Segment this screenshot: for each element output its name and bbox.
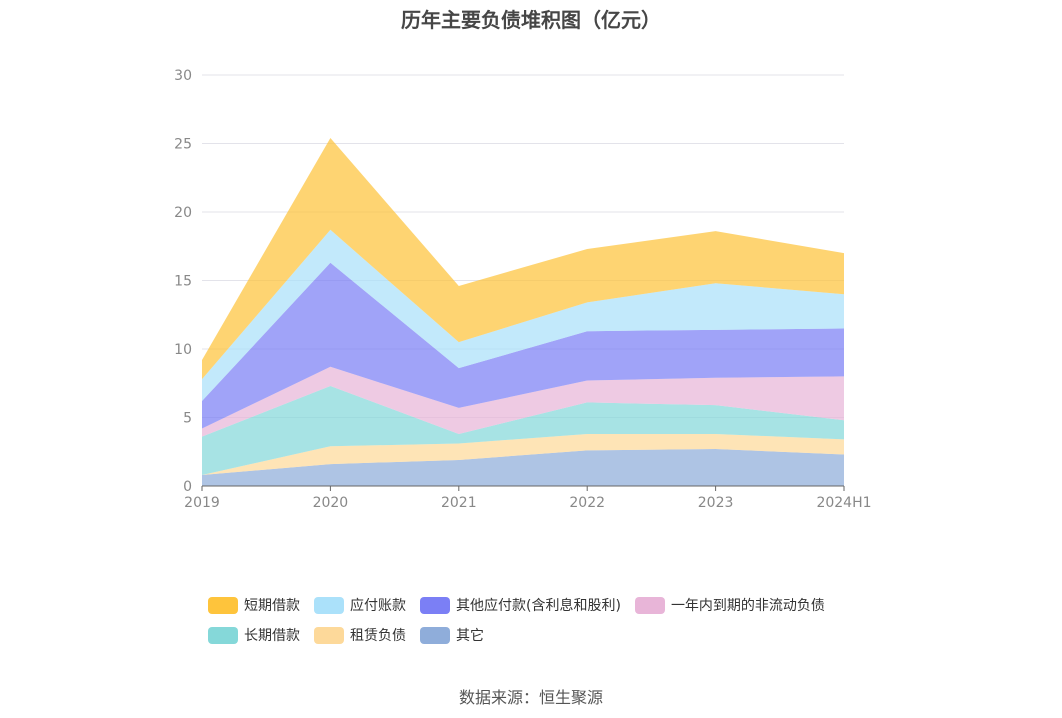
legend-item[interactable]: 租赁负债 [314, 625, 406, 645]
legend-label: 一年内到期的非流动负债 [670, 598, 825, 614]
legend-swatch [314, 626, 344, 644]
y-tick-label: 15 [174, 274, 192, 290]
legend-item[interactable]: 其他应付款(含利息和股利) [420, 595, 621, 615]
x-tick-label: 2024H1 [816, 495, 871, 511]
y-tick-label: 5 [183, 411, 192, 427]
legend-label: 租赁负债 [350, 628, 406, 644]
legend-swatch [634, 596, 665, 614]
legend: 短期借款 应付账款 其他应付款(含利息和股利) 一年内到期的非流动负债 长期借款 租赁负… [208, 590, 908, 650]
area-series [202, 138, 844, 380]
legend-item[interactable]: 其它 [420, 625, 484, 645]
legend-item[interactable]: 长期借款 [208, 625, 300, 645]
legend-item[interactable]: 短期借款 [208, 595, 300, 615]
legend-swatch [208, 626, 238, 644]
y-tick-label: 20 [174, 205, 192, 221]
area-series [202, 433, 844, 476]
area-series [202, 385, 844, 476]
legend-row: 短期借款 应付账款 其他应付款(含利息和股利) 一年内到期的非流动负债 [208, 590, 908, 620]
chart-title: 历年主要负债堆积图（亿元） [401, 8, 661, 32]
y-tick-label: 25 [174, 137, 192, 153]
data-source: 数据来源：恒生聚源 [458, 688, 603, 707]
x-tick-label: 2022 [569, 495, 605, 511]
area-series [202, 262, 844, 429]
legend-item[interactable]: 应付账款 [314, 595, 406, 615]
legend-label: 其它 [456, 628, 484, 644]
area-series [202, 449, 844, 486]
area-series [202, 229, 844, 402]
y-tick-label: 10 [174, 342, 192, 358]
y-tick-label: 0 [183, 479, 192, 495]
x-tick-label: 2021 [441, 495, 477, 511]
x-tick-label: 2019 [184, 495, 220, 511]
legend-swatch [420, 626, 450, 644]
legend-label: 短期借款 [244, 598, 300, 614]
legend-label: 长期借款 [244, 628, 300, 644]
x-tick-label: 2020 [313, 495, 349, 511]
legend-swatch [208, 596, 238, 614]
legend-item[interactable]: 一年内到期的非流动负债 [634, 595, 825, 615]
legend-swatch [420, 596, 450, 614]
legend-row: 长期借款 租赁负债 其它 [208, 620, 908, 650]
area-series [202, 366, 844, 437]
y-tick-label: 30 [174, 68, 192, 84]
x-tick-label: 2023 [698, 495, 734, 511]
stacked-area-chart: 0 5 10 15 20 25 30 2019 2020 2021 2022 2023 2024H1 [174, 68, 871, 511]
legend-label: 其他应付款(含利息和股利) [456, 598, 621, 614]
legend-label: 应付账款 [350, 598, 406, 614]
legend-swatch [314, 596, 344, 614]
